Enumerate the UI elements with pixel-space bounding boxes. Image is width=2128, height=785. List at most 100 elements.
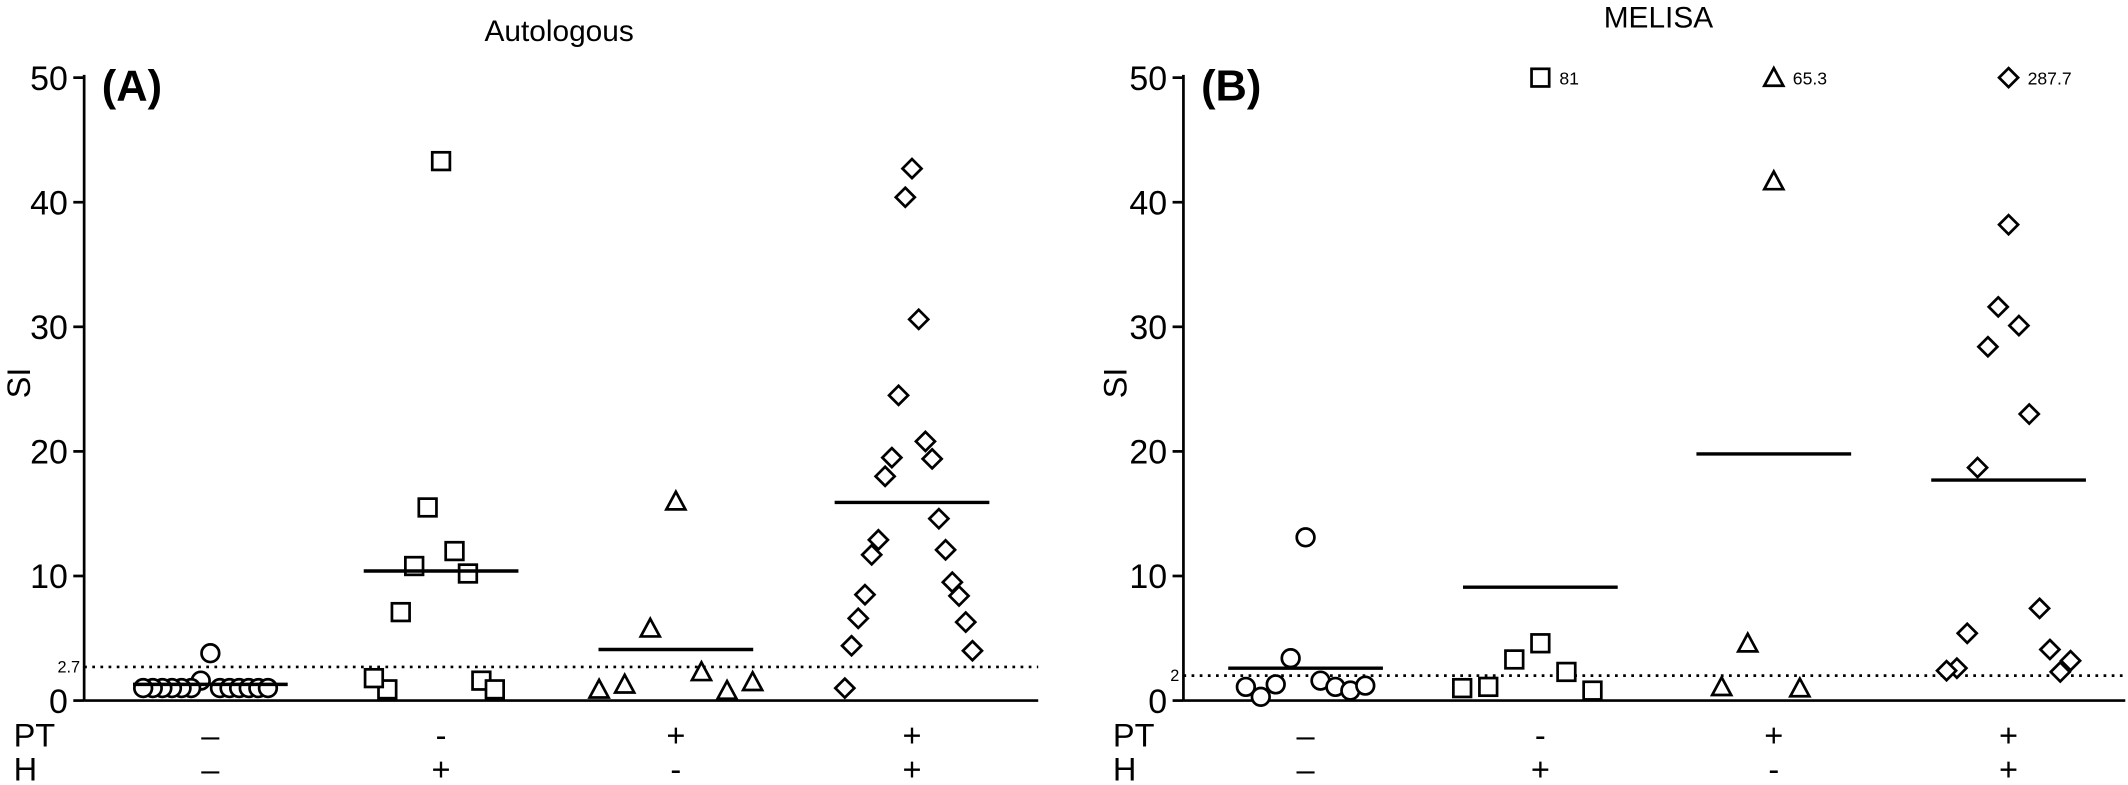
circle-marker	[1265, 674, 1286, 695]
square-marker	[1504, 649, 1525, 670]
pt-label: -	[1535, 718, 1546, 754]
y-axis-label: SI	[1097, 368, 1133, 399]
y-tick-label: 20	[1129, 434, 1167, 472]
diamond-marker	[961, 639, 984, 663]
panel-label: (B)	[1201, 63, 1261, 111]
diamond-marker	[927, 507, 951, 531]
diamond-marker	[893, 185, 917, 209]
diamond-marker	[2007, 314, 2031, 337]
y-tick-label: 10	[1129, 558, 1167, 596]
pt-label: –	[1297, 718, 1316, 754]
circle-marker	[133, 677, 154, 699]
square-marker	[363, 667, 385, 689]
diamond-marker	[900, 157, 924, 181]
diamond-marker	[2028, 596, 2051, 620]
diamond-marker	[920, 447, 944, 471]
square-marker	[1582, 680, 1603, 701]
diamond-marker	[840, 634, 863, 658]
diamond-marker	[860, 543, 884, 567]
h-label: +	[1531, 752, 1550, 785]
diamond-marker	[947, 584, 971, 608]
circle-marker	[1250, 686, 1271, 708]
square-marker	[484, 679, 505, 700]
diamond-marker	[1997, 66, 2020, 90]
square-marker	[1556, 661, 1577, 683]
y-tick-label: 30	[1129, 309, 1167, 347]
y-axis-label: SI	[1, 368, 37, 399]
pt-label: +	[1764, 718, 1783, 754]
pt-label: +	[902, 718, 921, 754]
triangle-marker	[1762, 65, 1786, 88]
square-marker	[444, 540, 465, 562]
triangle-marker	[1762, 168, 1786, 191]
y-tick-label: 50	[30, 60, 68, 98]
pt-label: –	[201, 718, 220, 754]
diamond-marker	[846, 606, 870, 630]
chart-title: MELISA	[1604, 1, 1714, 34]
square-marker	[417, 497, 438, 518]
triangle-marker	[740, 669, 765, 692]
triangle-marker	[1735, 630, 1760, 653]
diamond-marker	[954, 610, 978, 634]
diamond-marker	[934, 538, 958, 562]
row-label: PT	[1113, 718, 1155, 754]
diamond-marker	[866, 528, 890, 552]
diamond-marker	[914, 430, 937, 453]
off-scale-label: 65.3	[1793, 68, 1828, 88]
diamond-marker	[1986, 295, 2010, 319]
h-label: +	[902, 752, 921, 785]
circle-marker	[200, 643, 221, 664]
square-marker	[1452, 677, 1473, 699]
row-label: H	[14, 752, 38, 785]
diamond-marker	[2038, 638, 2062, 661]
circle-marker	[1295, 527, 1316, 548]
y-tick-label: 0	[49, 683, 68, 721]
diamond-marker	[1935, 659, 1958, 683]
chart-title: Autologous	[484, 15, 633, 48]
square-marker	[457, 563, 479, 584]
diamond-marker	[833, 676, 857, 700]
diamond-marker	[887, 383, 910, 407]
circle-marker	[257, 677, 279, 699]
triangle-marker	[689, 659, 714, 682]
panel-label: (A)	[102, 63, 162, 111]
diamond-marker	[880, 446, 904, 470]
triangle-marker	[1788, 675, 1812, 698]
y-tick-label: 30	[30, 309, 68, 347]
h-label: +	[432, 752, 451, 785]
y-tick-label: 10	[30, 558, 68, 596]
square-marker	[430, 150, 452, 172]
off-scale-label: 287.7	[2028, 68, 2072, 88]
square-marker	[390, 601, 411, 623]
triangle-marker	[1709, 674, 1734, 697]
triangle-marker	[587, 676, 611, 699]
y-tick-label: 40	[30, 184, 68, 222]
diamond-marker	[2059, 649, 2083, 673]
circle-marker	[1280, 648, 1301, 669]
triangle-marker	[715, 678, 739, 701]
diamond-marker	[1976, 335, 2000, 359]
triangle-marker	[638, 615, 663, 638]
pt-label: -	[436, 718, 447, 754]
row-label: H	[1113, 752, 1137, 785]
diamond-marker	[1955, 621, 1979, 645]
square-marker	[1530, 633, 1551, 654]
h-label: +	[1999, 752, 2018, 785]
threshold-label: 2.7	[57, 658, 80, 676]
diamond-marker	[873, 464, 897, 488]
h-label: -	[670, 752, 681, 785]
y-tick-label: 40	[1129, 184, 1167, 222]
triangle-marker	[612, 672, 637, 694]
diamond-marker	[853, 583, 877, 607]
circle-marker	[1235, 676, 1257, 698]
h-label: –	[201, 752, 220, 785]
y-tick-label: 50	[1129, 60, 1167, 98]
circle-marker	[1355, 675, 1376, 696]
row-label: PT	[14, 718, 56, 754]
h-label: –	[1297, 752, 1316, 785]
h-label: -	[1768, 752, 1779, 785]
square-marker	[1478, 676, 1499, 698]
diamond-marker	[1997, 213, 2020, 237]
diamond-marker	[2048, 660, 2072, 684]
threshold-label: 2	[1170, 667, 1179, 685]
